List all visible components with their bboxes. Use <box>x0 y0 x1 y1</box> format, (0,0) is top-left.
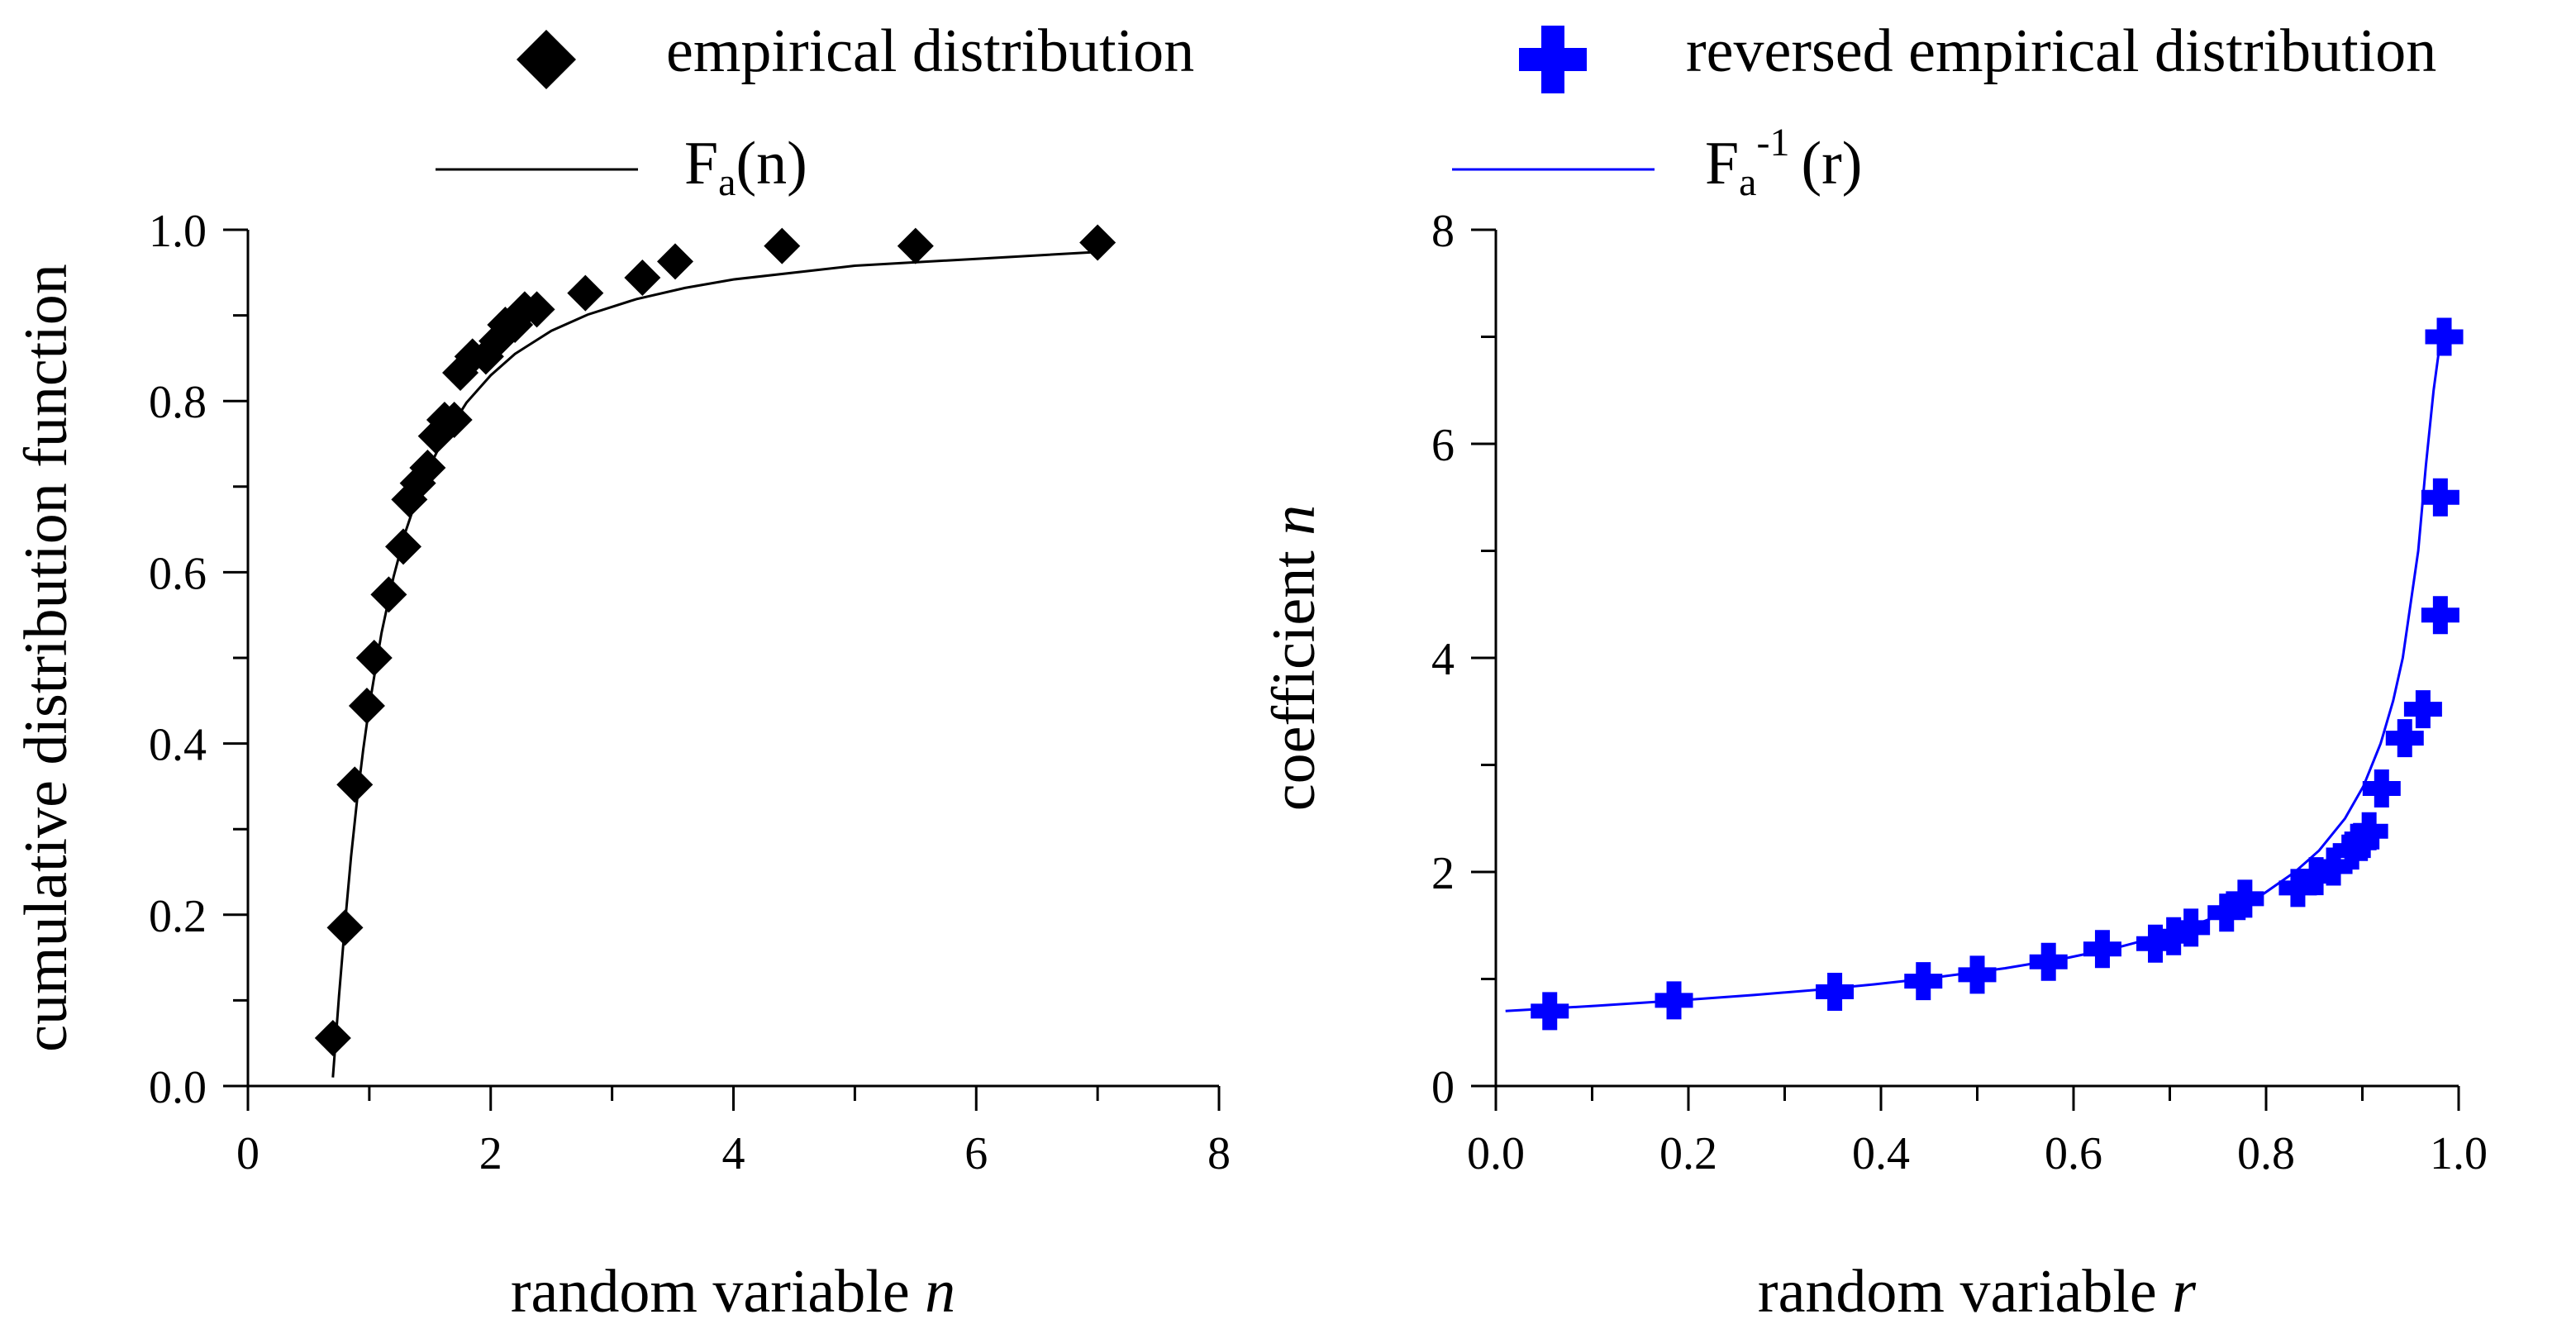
x-tick-label: 0.8 <box>2237 1128 2295 1179</box>
data-point-diamond <box>897 227 934 264</box>
data-point-plus <box>2403 690 2442 729</box>
data-point-plus <box>2341 822 2380 861</box>
data-point-plus <box>2136 924 2175 963</box>
data-point-diamond <box>385 528 421 565</box>
fitted-curve-line <box>1505 336 2444 1012</box>
y-tick-label: 2 <box>1431 848 1455 899</box>
legend-reversed-label: reversed empirical distribution <box>1686 17 2436 85</box>
data-point-plus <box>1655 981 1693 1020</box>
x-tick-label: 2 <box>479 1128 502 1179</box>
data-point-diamond <box>764 227 801 264</box>
x-tick-label: 0.4 <box>1852 1128 1910 1179</box>
y-tick-label: 0.8 <box>149 377 207 428</box>
data-point-diamond <box>370 576 407 613</box>
x-tick-label: 0 <box>236 1128 260 1179</box>
legend-empirical-label: empirical distribution <box>666 17 1194 85</box>
data-point-diamond <box>326 909 364 946</box>
y-tick-label: 0.2 <box>149 891 207 942</box>
y-tick-label: 1.0 <box>149 206 207 257</box>
data-point-diamond <box>348 688 385 725</box>
data-point-plus <box>2362 769 2401 807</box>
y-tick-label: 0 <box>1431 1062 1455 1113</box>
y-tick-label: 0.6 <box>149 548 207 599</box>
data-point-plus <box>2350 812 2388 850</box>
legend-fa-label: Fa(n) <box>684 130 807 204</box>
data-point-diamond <box>518 291 555 328</box>
data-point-diamond <box>436 401 473 438</box>
data-point-plus <box>1904 962 1943 1001</box>
data-point-diamond <box>657 243 693 280</box>
x-tick-label: 8 <box>1207 1128 1231 1179</box>
left-y-axis-label: cumulative distribution function <box>12 264 80 1052</box>
legend: empirical distribution reversed empirica… <box>436 17 2436 204</box>
right-tick-labels: 0.0 0.2 0.4 0.6 0.8 1.0 0 2 4 6 8 <box>1431 206 2488 1179</box>
data-point-diamond <box>567 274 604 312</box>
left-markers-group <box>314 224 1117 1056</box>
right-curve-group <box>1505 336 2444 1012</box>
y-tick-label: 8 <box>1431 206 1455 257</box>
y-tick-label: 0.4 <box>149 720 207 771</box>
left-x-axis-label: random variable n <box>511 1258 955 1326</box>
data-point-plus <box>2207 893 2246 932</box>
data-point-plus <box>2226 879 2264 918</box>
right-y-axis-label: coefficient n <box>1260 505 1328 812</box>
x-tick-label: 0.2 <box>1659 1128 1717 1179</box>
legend-diamond-marker <box>517 30 576 89</box>
x-tick-label: 1.0 <box>2430 1128 2488 1179</box>
data-point-plus <box>2425 317 2464 356</box>
data-point-plus <box>2278 869 2317 907</box>
data-point-plus <box>2421 596 2459 635</box>
right-markers-group <box>1531 317 2464 1031</box>
data-point-plus <box>1958 955 1997 994</box>
right-chart: 0.0 0.2 0.4 0.6 0.8 1.0 0 2 4 6 8 random variable … <box>1260 206 2488 1326</box>
x-tick-label: 4 <box>722 1128 745 1179</box>
x-tick-label: 6 <box>964 1128 988 1179</box>
data-point-plus <box>2385 719 2424 758</box>
left-chart: 0 2 4 6 8 0.0 0.2 0.4 0.6 0.8 1.0 random variable … <box>12 206 1231 1326</box>
left-ticks <box>223 228 1221 1111</box>
data-point-plus <box>2421 478 2459 517</box>
legend-plus-marker <box>1519 26 1587 93</box>
data-point-plus <box>2172 908 2211 947</box>
right-ticks <box>1471 228 2460 1111</box>
data-point-plus <box>2332 831 2371 870</box>
data-point-diamond <box>1079 224 1117 261</box>
x-tick-label: 0.0 <box>1467 1128 1525 1179</box>
data-point-plus <box>2155 917 2193 955</box>
data-point-plus <box>1531 992 1569 1031</box>
legend-fa-inverse-label: Fa-1 (r) <box>1705 121 1862 204</box>
data-point-plus <box>2029 942 2068 981</box>
data-point-diamond <box>355 640 393 676</box>
data-point-diamond <box>314 1019 351 1056</box>
x-tick-label: 0.6 <box>2045 1128 2102 1179</box>
y-tick-label: 4 <box>1431 634 1455 685</box>
data-point-diamond <box>409 450 446 487</box>
data-point-plus <box>2297 857 2336 896</box>
data-point-diamond <box>624 260 661 297</box>
data-point-plus <box>2083 930 2121 969</box>
right-x-axis-label: random variable r <box>1758 1258 2197 1326</box>
y-tick-label: 6 <box>1431 420 1455 471</box>
left-tick-labels: 0 2 4 6 8 0.0 0.2 0.4 0.6 0.8 1.0 <box>149 206 1231 1179</box>
data-point-plus <box>2314 847 2353 886</box>
y-tick-label: 0.0 <box>149 1062 207 1113</box>
data-point-plus <box>1816 973 1855 1012</box>
left-plot-area <box>246 230 1219 1088</box>
data-point-diamond <box>336 766 374 803</box>
